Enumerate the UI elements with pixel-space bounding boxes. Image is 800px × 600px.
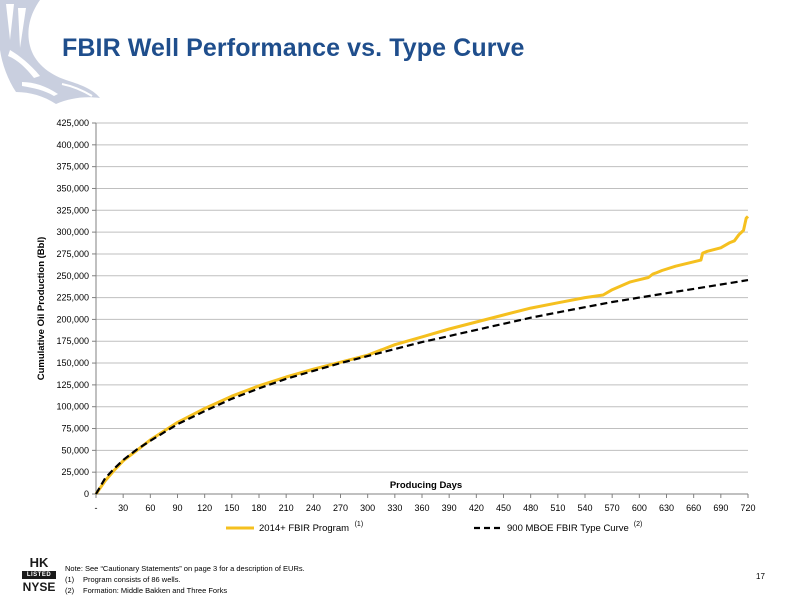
y-tick-label: 50,000	[61, 445, 89, 455]
chart-labels: 0 25,000 50,000 75,000 100,000 125,000 150,000…	[36, 118, 756, 513]
x-tick-label: 570	[605, 503, 620, 513]
chart-gridlines	[96, 122, 748, 473]
x-tick-label: 300	[360, 503, 375, 513]
footnotes: Note: See “Cautionary Statements” on pag…	[65, 563, 305, 596]
x-tick-label: 210	[279, 503, 294, 513]
x-tick-label: 720	[740, 503, 755, 513]
chart-axes	[92, 122, 749, 498]
chart-series	[94, 215, 750, 495]
y-tick-label: 200,000	[56, 314, 89, 324]
eagle-wing-icon	[0, 0, 100, 104]
footnote-text: Formation: Middle Bakken and Three Forks	[83, 586, 228, 595]
y-axis-title: Cumulative Oil Production (Bbl)	[36, 237, 47, 381]
x-tick-label: 630	[659, 503, 674, 513]
footnote-number: (2)	[65, 586, 75, 595]
y-tick-label: 125,000	[56, 380, 89, 390]
type-curve-line	[95, 279, 749, 495]
y-tick-label: 350,000	[56, 183, 89, 193]
legend-footnote-ref: (1)	[355, 521, 364, 528]
footnote-2: (2) Formation: Middle Bakken and Three Fo…	[65, 585, 305, 596]
chart-legend: 2014+ FBIR Program (1) 900 MBOE FBIR Type …	[226, 521, 642, 534]
x-tick-label: 390	[442, 503, 457, 513]
y-tick-label: 375,000	[56, 162, 89, 172]
nyse-listed-badge: HK LISTED NYSE	[20, 556, 58, 593]
footnote-text: Program consists of 86 wells.	[83, 575, 181, 584]
badge-ticker: HK	[29, 555, 49, 570]
x-tick-label: 600	[632, 503, 647, 513]
x-tick-label: 660	[686, 503, 701, 513]
y-tick-label: 300,000	[56, 227, 89, 237]
x-tick-label: 60	[145, 503, 155, 513]
x-tick-label: 30	[118, 503, 128, 513]
page-number: 17	[756, 572, 765, 581]
footnote-number: (1)	[65, 575, 75, 584]
y-tick-label: 0	[84, 489, 89, 499]
x-tick-label: 540	[577, 503, 592, 513]
x-tick-label: 450	[496, 503, 511, 513]
y-tick-label: 275,000	[56, 249, 89, 259]
x-tick-label: 150	[224, 503, 239, 513]
y-tick-label: 175,000	[56, 336, 89, 346]
x-tick-label: 120	[197, 503, 212, 513]
legend-label: 2014+ FBIR Program	[259, 523, 349, 534]
x-tick-label: 180	[251, 503, 266, 513]
y-tick-label: 325,000	[56, 205, 89, 215]
program-line	[94, 215, 750, 495]
x-tick-label: 480	[523, 503, 538, 513]
x-tick-label: 90	[172, 503, 182, 513]
production-chart: 0 25,000 50,000 75,000 100,000 125,000 150,000…	[36, 118, 756, 534]
y-tick-label: 425,000	[56, 118, 89, 128]
x-tick-label: 330	[387, 503, 402, 513]
y-tick-label: 400,000	[56, 140, 89, 150]
x-tick-label: 240	[306, 503, 321, 513]
x-tick-label: 420	[469, 503, 484, 513]
y-tick-label: 75,000	[61, 424, 89, 434]
badge-listed: LISTED	[22, 571, 56, 579]
x-tick-label: 510	[550, 503, 565, 513]
x-axis-title: Producing Days	[390, 480, 462, 491]
x-tick-label: -	[95, 503, 98, 513]
y-tick-label: 250,000	[56, 271, 89, 281]
legend-footnote-ref: (2)	[634, 521, 643, 528]
slide-title: FBIR Well Performance vs. Type Curve	[62, 34, 525, 62]
x-tick-label: 270	[333, 503, 348, 513]
y-tick-label: 100,000	[56, 402, 89, 412]
footnote-1: (1) Program consists of 86 wells.	[65, 574, 305, 585]
x-tick-label: 690	[713, 503, 728, 513]
y-tick-label: 150,000	[56, 358, 89, 368]
legend-label: 900 MBOE FBIR Type Curve	[507, 523, 629, 534]
y-tick-label: 225,000	[56, 293, 89, 303]
x-tick-label: 360	[414, 503, 429, 513]
footnote-intro: Note: See “Cautionary Statements” on pag…	[65, 564, 305, 573]
y-tick-label: 25,000	[61, 467, 89, 477]
badge-exchange: NYSE	[22, 580, 56, 594]
